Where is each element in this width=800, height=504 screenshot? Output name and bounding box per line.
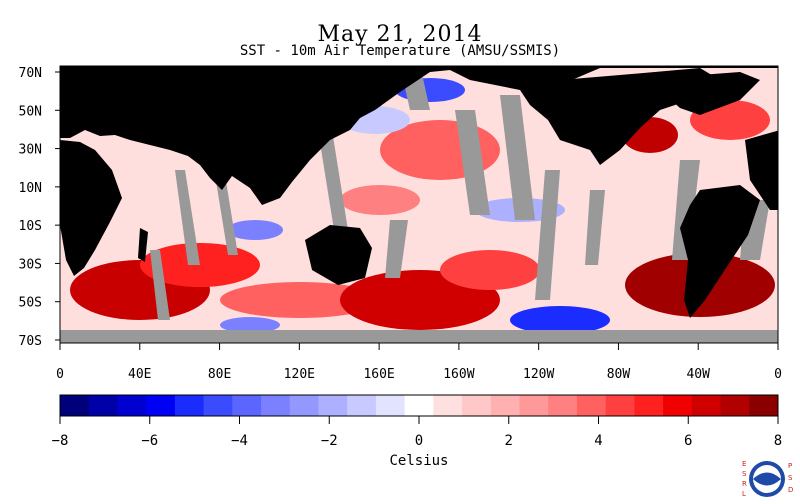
page-title: May 21, 2014 bbox=[317, 22, 483, 47]
colorbar-tick-label: −2 bbox=[321, 433, 338, 449]
map-frame bbox=[59, 65, 779, 344]
colorbar-swatch bbox=[548, 395, 578, 416]
eurasia bbox=[60, 66, 778, 205]
noaa-logo: E S R L P S D bbox=[742, 460, 793, 498]
lat-tick-label: 70S bbox=[19, 334, 42, 349]
lon-tick-label: 160W bbox=[443, 367, 474, 382]
page-subtitle: SST - 10m Air Temperature (AMSU/SSMIS) bbox=[239, 43, 561, 59]
australia bbox=[305, 225, 372, 285]
logo-letter: S bbox=[742, 470, 747, 478]
anomaly-patch bbox=[510, 306, 610, 334]
colorbar-swatch bbox=[663, 395, 693, 416]
logo-left-letters: E bbox=[742, 460, 746, 468]
colorbar-tick-label: 8 bbox=[774, 433, 782, 449]
lat-tick-label: 30S bbox=[19, 257, 42, 272]
colorbar-tick-label: 2 bbox=[505, 433, 513, 449]
africa bbox=[60, 140, 122, 276]
lon-tick-label: 80E bbox=[208, 367, 231, 382]
anomaly-patch bbox=[227, 220, 283, 240]
colorbar-swatch bbox=[634, 395, 664, 416]
colorbar-swatch bbox=[519, 395, 549, 416]
logo-letter: L bbox=[742, 490, 746, 498]
lat-tick-label: 10S bbox=[19, 219, 42, 234]
colorbar-swatch bbox=[146, 395, 176, 416]
colorbar-swatch bbox=[490, 395, 521, 416]
colorbar-swatch bbox=[174, 395, 205, 416]
colorbar-tick-label: 4 bbox=[594, 433, 602, 449]
anomaly-patch bbox=[440, 250, 540, 290]
colorbar-swatch bbox=[375, 395, 406, 416]
logo-letter: D bbox=[788, 486, 793, 494]
west-africa bbox=[745, 130, 778, 210]
lat-tick-label: 70N bbox=[19, 66, 42, 81]
colorbar-swatch bbox=[749, 395, 779, 416]
colorbar: −8 −6 −4 −2 0 2 4 6 8 bbox=[52, 394, 782, 449]
colorbar-swatch bbox=[117, 395, 147, 416]
anomaly-patch bbox=[220, 317, 280, 333]
colorbar-swatch bbox=[433, 395, 463, 416]
colorbar-tick-label: 0 bbox=[415, 433, 423, 449]
colorbar-swatch bbox=[318, 395, 348, 416]
colorbar-swatch bbox=[232, 395, 262, 416]
colorbar-tick-label: −8 bbox=[52, 433, 69, 449]
sst-anomaly-map bbox=[60, 66, 778, 343]
lon-tick-label: 120E bbox=[284, 367, 315, 382]
colorbar-swatch bbox=[576, 395, 607, 416]
lon-tick-label: 160E bbox=[363, 367, 394, 382]
lon-tick-label: 40W bbox=[686, 367, 710, 382]
longitude-axis: 0 40E 80E 120E 160E 160W 120W 80W 40W 0 bbox=[56, 343, 782, 382]
antarctica-missing bbox=[60, 330, 778, 343]
colorbar-swatch bbox=[88, 395, 118, 416]
anomaly-patch bbox=[340, 185, 420, 215]
lon-tick-label: 0 bbox=[56, 367, 64, 382]
colorbar-swatch bbox=[289, 395, 319, 416]
south-america bbox=[680, 185, 760, 318]
colorbar-swatch bbox=[462, 395, 492, 416]
lat-tick-label: 50S bbox=[19, 296, 42, 311]
lon-tick-label: 80W bbox=[607, 367, 631, 382]
greenland bbox=[660, 72, 760, 115]
colorbar-swatch bbox=[691, 395, 722, 416]
lat-tick-label: 50N bbox=[19, 104, 42, 119]
land bbox=[60, 66, 778, 343]
colorbar-swatch bbox=[261, 395, 291, 416]
colorbar-swatch bbox=[60, 395, 90, 416]
lon-tick-label: 0 bbox=[774, 367, 782, 382]
colorbar-swatch bbox=[720, 395, 750, 416]
lat-tick-label: 30N bbox=[19, 143, 42, 158]
logo-letter: R bbox=[742, 480, 747, 488]
colorbar-swatch bbox=[404, 395, 434, 416]
colorbar-swatch bbox=[203, 395, 233, 416]
lon-tick-label: 40E bbox=[128, 367, 151, 382]
colorbar-label: Celsius bbox=[389, 453, 448, 469]
lon-tick-label: 120W bbox=[523, 367, 554, 382]
colorbar-swatch bbox=[347, 395, 377, 416]
missing-data-swaths bbox=[150, 66, 770, 320]
colorbar-tick-label: 6 bbox=[684, 433, 692, 449]
madagascar bbox=[138, 228, 148, 262]
logo-letter: P bbox=[788, 462, 792, 470]
latitude-axis: 70N 50N 30N 10N 10S 30S 50S 70S bbox=[19, 66, 60, 349]
colorbar-swatch bbox=[605, 395, 635, 416]
anomaly-patch bbox=[220, 282, 380, 318]
noaa-bird bbox=[753, 472, 781, 486]
logo-letter: S bbox=[788, 474, 793, 482]
lat-tick-label: 10N bbox=[19, 181, 42, 196]
esrl-psd-logo: E S R L P S D bbox=[738, 458, 796, 500]
colorbar-tick-label: −4 bbox=[231, 433, 248, 449]
colorbar-tick-label: −6 bbox=[141, 433, 158, 449]
